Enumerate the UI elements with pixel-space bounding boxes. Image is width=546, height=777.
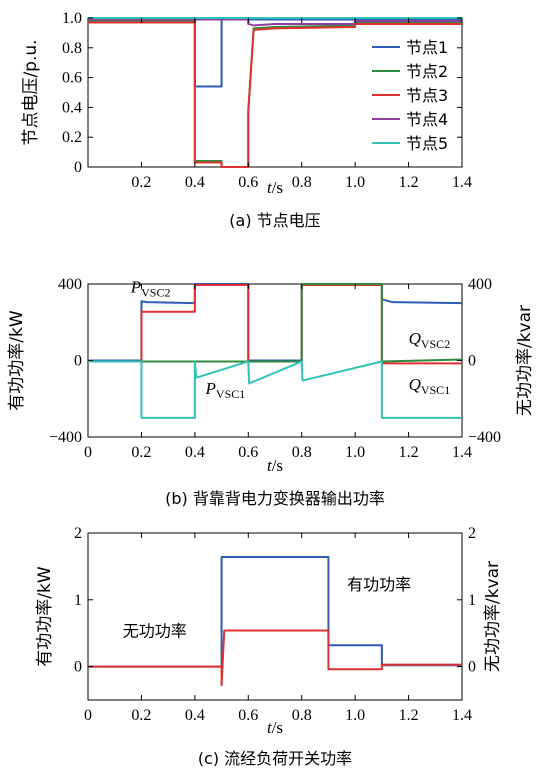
y-tick-label-right: 0	[468, 353, 476, 370]
y-tick-label: 0	[74, 159, 82, 176]
annotation-label: 无功功率	[123, 622, 187, 641]
x-tick-label: 0.8	[292, 444, 312, 461]
x-tick-label: 0.8	[292, 174, 312, 191]
y-tick-label: 0.4	[62, 99, 82, 116]
y-tick-label: 0.2	[62, 129, 82, 146]
x-tick-label: 0.2	[131, 444, 151, 461]
series-line-Q_VSC1	[88, 360, 462, 419]
x-tick-label: 0.4	[185, 174, 205, 191]
x-tick-label: 1.4	[452, 174, 472, 191]
series-group	[88, 283, 462, 419]
annotation-label: QVSC1	[409, 375, 451, 397]
x-tick-label: 0.6	[238, 707, 258, 724]
x-tick-label: 0	[84, 444, 92, 461]
x-tick-label: 1.4	[452, 444, 472, 461]
x-tick-label: 1.0	[345, 444, 365, 461]
y-axis-title: 节点电压/p.u.	[21, 39, 41, 145]
chart-caption: (a) 节点电压	[229, 211, 320, 230]
y-axis-title-right: 无功功率/kvar	[483, 561, 503, 672]
y-tick-label-right: −400	[468, 429, 501, 446]
x-axis-title: t/s	[267, 718, 283, 737]
chart-a: 0.2 0.4 0.6 0.8 1.0 1.2 1.4 0 0.2 0.4 0.6 0.8 1.0 t/s…	[21, 10, 472, 230]
y-tick-label-right: 400	[468, 276, 492, 293]
annotation-label: QVSC2	[409, 329, 451, 351]
y-tick-label: 0	[74, 353, 82, 370]
y-axis-title: 有功功率/kW	[7, 310, 27, 411]
x-tick-label: 1.2	[399, 707, 419, 724]
y-tick-label: 0	[74, 659, 82, 676]
annotation-label: 有功功率	[347, 575, 411, 594]
series-line-无功功率	[88, 629, 462, 687]
legend-label: 节点3	[406, 86, 448, 105]
x-tick-label: 1.2	[399, 174, 419, 191]
x-tick-label: 1.0	[345, 707, 365, 724]
y-tick-label-right: 2	[468, 525, 476, 542]
series-line-节点3	[88, 21, 462, 168]
x-tick-label: 0.2	[131, 174, 151, 191]
x-tick-label: 1.4	[452, 707, 472, 724]
y-tick-label: 0.6	[62, 70, 82, 87]
x-tick-label: 0.6	[238, 444, 258, 461]
chart-c: 0 0.2 0.4 0.6 0.8 1.0 1.2 1.4 0 0 1 1 2 2 t/s 有功功率/kW 无功…	[35, 525, 503, 768]
chart-caption: (c) 流经负荷开关功率	[198, 749, 352, 768]
y-tick-label-right: 0	[468, 659, 476, 676]
y-tick-label: 400	[58, 276, 82, 293]
y-tick-label: 1.0	[62, 10, 82, 27]
legend-label: 节点5	[406, 134, 448, 153]
y-axis-title: 有功功率/kW	[35, 566, 55, 667]
annotation-label: PVSC1	[205, 379, 246, 401]
legend-label: 节点1	[406, 38, 448, 57]
legend-label: 节点2	[406, 62, 448, 81]
y-tick-label: 0.8	[62, 40, 82, 57]
series-line-有功功率	[88, 556, 462, 668]
x-tick-label: 0.4	[185, 444, 205, 461]
legend: 节点1 节点2 节点3 节点4 节点5	[372, 38, 448, 153]
y-tick-label-right: 1	[468, 592, 476, 609]
x-tick-label: 0	[84, 707, 92, 724]
y-tick-label: −400	[49, 429, 82, 446]
plot-frame	[87, 532, 463, 701]
x-axis-title: t/s	[267, 456, 283, 475]
legend-label: 节点4	[406, 110, 448, 129]
y-axis-title-right: 无功功率/kvar	[515, 305, 535, 416]
x-tick-label: 0.4	[185, 707, 205, 724]
y-tick-label: 1	[74, 592, 82, 609]
chart-caption: (b) 背靠背电力变换器输出功率	[165, 489, 385, 508]
y-tick-label: 2	[74, 525, 82, 542]
x-tick-label: 0.2	[131, 707, 151, 724]
series-group	[88, 556, 462, 687]
annotation-label: PVSC2	[130, 278, 171, 300]
x-tick-label: 1.2	[399, 444, 419, 461]
x-tick-label: 0.8	[292, 707, 312, 724]
x-tick-label: 0.6	[238, 174, 258, 191]
x-axis-title: t/s	[267, 178, 283, 197]
x-tick-label: 1.0	[345, 174, 365, 191]
